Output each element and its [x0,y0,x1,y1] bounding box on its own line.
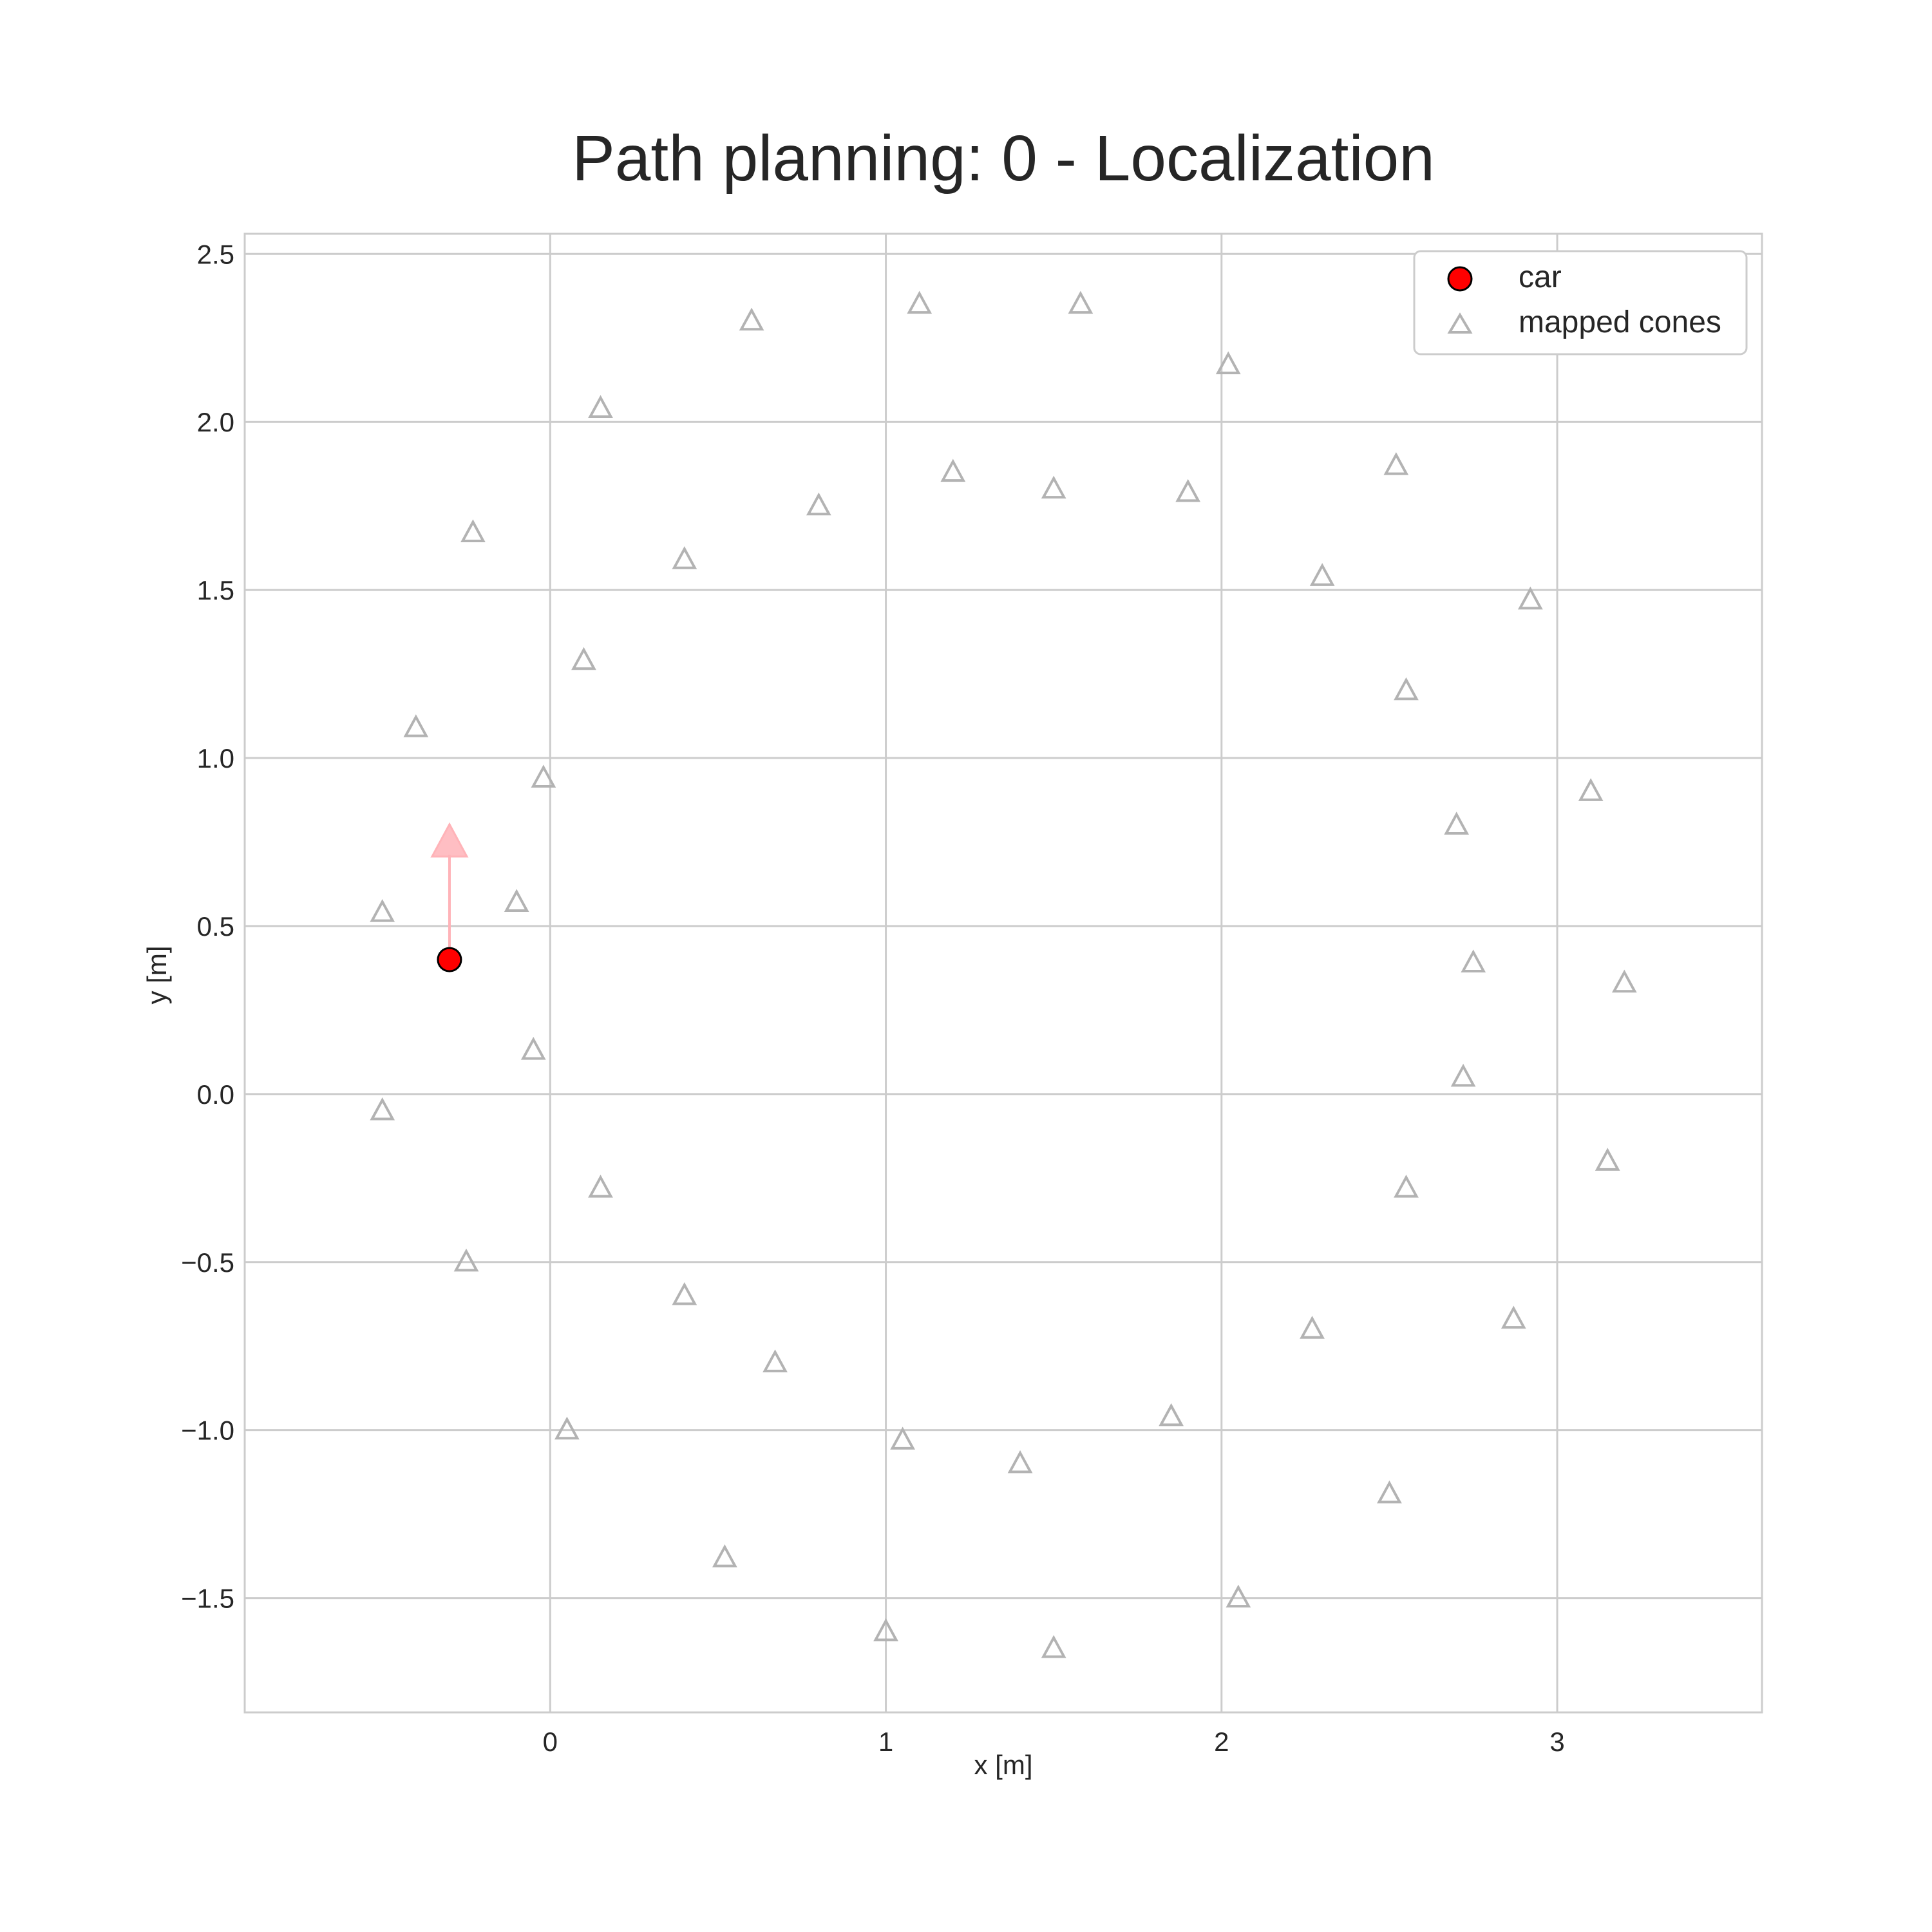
y-tick-labels: −1.5 −1.0 −0.5 0.0 0.5 1.0 1.5 2.0 2.5 [181,239,234,1613]
y-tick-label: −1.0 [181,1416,234,1446]
cone-marker [672,1282,697,1305]
cone-marker [1041,475,1066,499]
cone-marker [907,290,933,314]
car-layer [430,822,469,972]
cone-marker [672,546,697,569]
cone-marker [554,1416,580,1440]
legend-cones-label: mapped cones [1519,305,1721,339]
cone-marker [1578,778,1604,801]
y-tick-label: 1.5 [197,575,234,605]
cone-marker [453,1248,479,1272]
y-tick-label: −0.5 [181,1247,234,1278]
cone-marker [460,519,486,543]
cone-marker [1595,1148,1620,1171]
cone-marker [1377,1480,1402,1504]
cone-marker [940,459,966,482]
y-tick-label: 0.0 [197,1079,234,1110]
grid-lines [245,234,1762,1712]
y-tick-label: 1.0 [197,743,234,773]
x-tick-label: 3 [1549,1727,1564,1757]
cone-marker [588,395,613,418]
cone-marker [571,647,596,670]
cone-marker [1444,811,1470,835]
cone-marker [1517,586,1543,610]
x-axis-label: x [m] [974,1750,1033,1780]
cone-marker [1159,1403,1184,1426]
x-tick-label: 1 [878,1727,893,1757]
legend: car mapped cones [1413,250,1748,355]
x-tick-label: 0 [543,1727,558,1757]
cone-marker [873,1618,898,1642]
cone-marker [1501,1305,1526,1329]
cone-marker [762,1349,788,1372]
cone-marker [504,889,529,913]
cone-marker [403,714,429,737]
cone-marker [739,307,764,331]
cone-marker [1215,351,1241,375]
cone-marker [890,1426,915,1450]
x-tick-label: 2 [1214,1727,1229,1757]
cone-markers [370,290,1637,1658]
legend-car-marker [1447,266,1473,292]
cone-marker [531,764,556,788]
cone-marker [1300,1316,1325,1339]
y-tick-label: 2.5 [197,239,234,269]
cone-marker [370,1097,395,1121]
cone-marker [1007,1450,1033,1473]
cone-marker [370,899,395,922]
cone-marker [712,1544,737,1567]
legend-car-label: car [1519,260,1562,294]
car-heading-arrowhead [430,822,469,858]
y-axis-label: y [m] [142,946,172,1005]
cone-marker [1175,478,1201,502]
cone-marker [1461,949,1486,972]
plot-area [243,232,1763,1714]
y-tick-label: 0.5 [197,911,234,942]
car-marker [437,947,462,972]
cone-marker [1226,1584,1251,1608]
cone-marker [1068,290,1094,314]
cone-marker [1041,1634,1066,1658]
cone-marker [588,1174,613,1198]
y-tick-label: −1.5 [181,1584,234,1614]
cone-marker [520,1037,546,1060]
cone-marker [1450,1063,1476,1087]
legend-box [1413,250,1748,355]
cone-marker [1394,1174,1419,1198]
plot-background [245,234,1762,1712]
chart-title: Path planning: 0 - Localization [572,122,1435,194]
cone-marker [1611,969,1637,993]
cone-marker [1309,563,1335,586]
legend-cone-marker [1447,312,1473,334]
cone-marker [1394,677,1419,701]
cone-marker [806,492,831,516]
x-tick-labels: 0 1 2 3 [543,1727,1565,1757]
cone-marker [1383,452,1409,475]
y-tick-label: 2.0 [197,407,234,437]
plot-frame [243,232,1763,1714]
